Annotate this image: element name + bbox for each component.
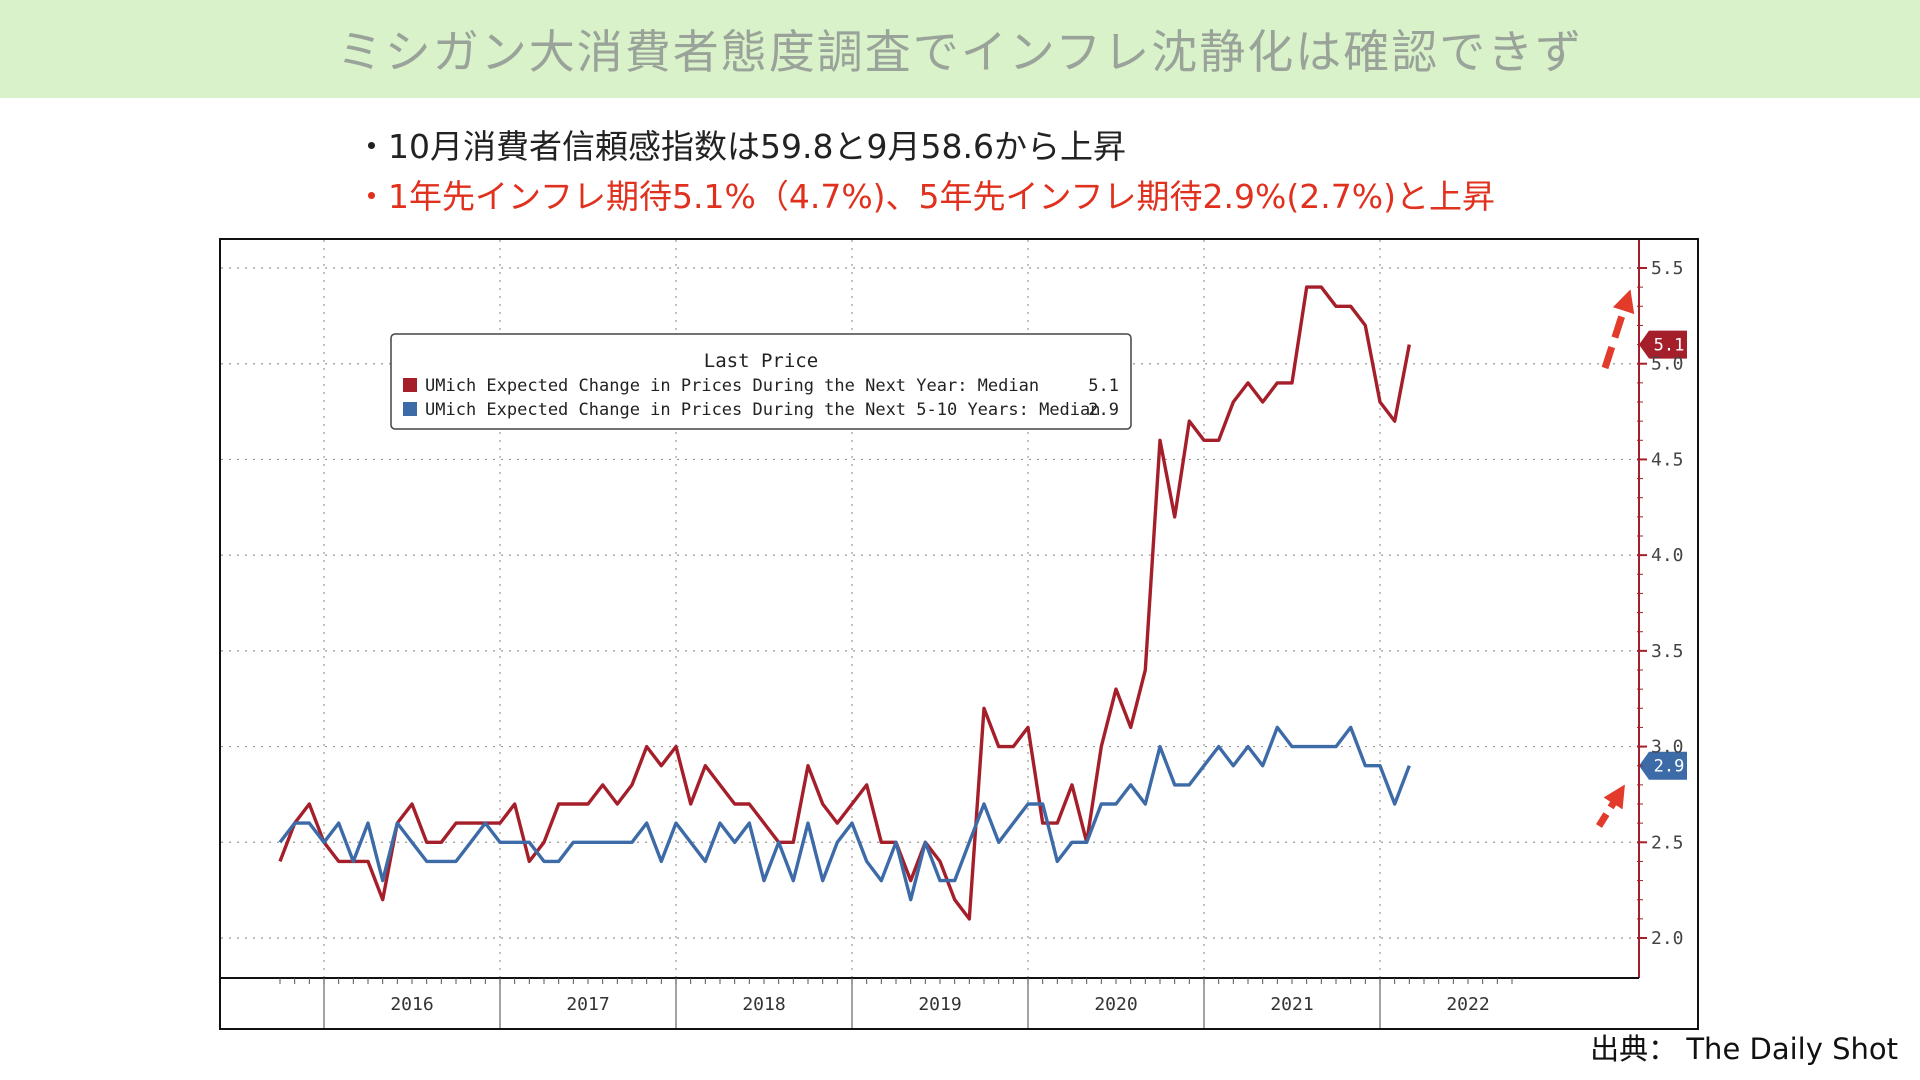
- legend-value-series2: 2.9: [1088, 400, 1119, 420]
- title-banner: ミシガン大消費者態度調査でインフレ沈静化は確認できず: [0, 0, 1920, 98]
- legend-swatch-series1: [403, 378, 417, 392]
- last-value-tag-2: 2.9: [1639, 751, 1687, 780]
- y-tick-label: 2.5: [1651, 832, 1684, 853]
- x-tick-label: 2021: [1270, 994, 1313, 1015]
- page-title: ミシガン大消費者態度調査でインフレ沈静化は確認できず: [336, 25, 1584, 79]
- x-tick-label: 2019: [918, 994, 961, 1015]
- series-line-1: [278, 285, 1411, 921]
- legend-swatch-series2: [403, 402, 417, 416]
- x-tick-label: 2020: [1094, 994, 1137, 1015]
- x-tick-label: 2017: [566, 994, 609, 1015]
- x-tick-label: 2016: [390, 994, 433, 1015]
- up-arrow-series1: [1601, 289, 1635, 370]
- series-line-2: [278, 725, 1411, 902]
- y-tick-label: 2.0: [1651, 928, 1684, 949]
- legend-title: Last Price: [704, 350, 818, 372]
- source-credit: 出典： The Daily Shot: [1590, 1032, 1898, 1066]
- x-tick-label: 2022: [1446, 994, 1489, 1015]
- legend-entry-series1: UMich Expected Change in Prices During t…: [425, 376, 1039, 396]
- inflation-expectations-chart: 5.1 2.9 2.0 2.5 3.0 3.5 4.0 4.5 5.0 5.5 2016 2017 2…: [219, 238, 1703, 1036]
- bullet-item: ・1年先インフレ期待5.1%（4.7%)、5年先インフレ期待2.9%(2.7%)…: [355, 177, 1495, 216]
- y-tick-label: 5.5: [1651, 258, 1684, 279]
- bullet-list: ・10月消費者信頼感指数は59.8と9月58.6から上昇 ・1年先インフレ期待5…: [355, 122, 1495, 222]
- up-arrow-series2: [1596, 784, 1625, 828]
- y-tick-label: 3.0: [1651, 737, 1684, 758]
- y-tick-label: 5.0: [1651, 354, 1684, 375]
- legend-value-series1: 5.1: [1088, 376, 1119, 396]
- last-value-tag-1: 5.1: [1639, 330, 1687, 359]
- x-tick-label: 2018: [742, 994, 785, 1015]
- legend-entry-series2: UMich Expected Change in Prices During t…: [425, 400, 1101, 420]
- last-value-label: 2.9: [1654, 757, 1685, 777]
- y-tick-label: 3.5: [1651, 641, 1684, 662]
- y-tick-label: 4.0: [1651, 545, 1684, 566]
- y-tick-label: 4.5: [1651, 449, 1684, 470]
- chart-legend: Last Price UMich Expected Change in Pric…: [390, 333, 1132, 430]
- last-value-label: 5.1: [1654, 336, 1685, 356]
- bullet-item: ・10月消費者信頼感指数は59.8と9月58.6から上昇: [355, 127, 1126, 166]
